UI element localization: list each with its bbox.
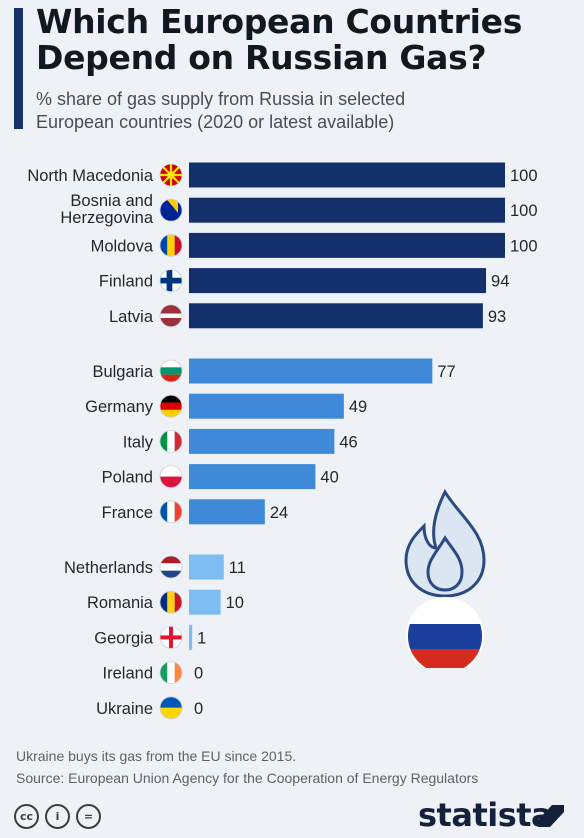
value-label: 100: [510, 202, 538, 220]
value-label: 11: [229, 559, 246, 577]
bosnia-flag-icon: [159, 198, 183, 222]
value-label: 93: [488, 308, 506, 326]
bar-georgia: [189, 624, 193, 650]
country-label: North Macedonia: [27, 167, 153, 185]
value-label: 49: [349, 398, 367, 416]
moldova-flag-icon: [159, 234, 183, 257]
statista-logo[interactable]: statista: [418, 796, 553, 834]
bar-romania: [189, 589, 221, 615]
value-label: 94: [491, 273, 509, 291]
title-accent-bar: [14, 8, 23, 129]
country-label: Bosnia and Herzegovina: [60, 192, 153, 227]
bar-bulgaria: [189, 358, 433, 384]
bar-finland: [189, 268, 487, 294]
value-label: 100: [510, 237, 538, 255]
value-label: 40: [320, 469, 338, 487]
country-label: Poland: [102, 469, 153, 487]
no-derivatives-icon[interactable]: =: [76, 804, 101, 829]
bar-france: [189, 499, 265, 525]
north-macedonia-flag-icon: [159, 163, 183, 187]
italy-flag-icon: [159, 429, 183, 453]
value-label: 10: [226, 594, 244, 612]
source-note: Source: European Union Agency for the Co…: [16, 770, 479, 786]
bar-germany: [189, 393, 344, 419]
value-label: 0: [194, 665, 203, 683]
chart-title: Which European Countries Depend on Russi…: [36, 2, 523, 77]
statista-logo-mark-icon: [538, 805, 564, 827]
bar-netherlands: [189, 554, 224, 580]
creative-commons-icon[interactable]: cc: [14, 804, 39, 829]
georgia-flag-icon: [159, 625, 183, 649]
bar-north-macedonia: [189, 162, 505, 188]
bar-italy: [189, 428, 335, 454]
bar-poland: [189, 464, 316, 490]
value-label: 1: [197, 629, 206, 647]
country-label: Romania: [87, 594, 154, 612]
country-label: Latvia: [109, 308, 154, 326]
chart-subtitle: % share of gas supply from Russia in sel…: [36, 89, 406, 132]
country-label: Ireland: [103, 665, 153, 683]
country-label: Georgia: [94, 629, 154, 647]
country-label: Ukraine: [96, 700, 153, 718]
gas-flame-russia-flag-illustration: [404, 488, 486, 668]
value-label: 46: [339, 433, 357, 451]
bulgaria-flag-icon: [159, 359, 183, 383]
value-label: 100: [510, 167, 538, 185]
value-label: 24: [270, 504, 288, 522]
poland-flag-icon: [159, 465, 183, 489]
bar-bosnia: [189, 197, 505, 223]
country-label: Finland: [99, 273, 153, 291]
ukraine-flag-icon: [159, 696, 183, 720]
ireland-flag-icon: [159, 661, 183, 684]
country-label: Italy: [123, 433, 154, 451]
finland-flag-icon: [159, 269, 183, 293]
attribution-icon[interactable]: i: [45, 804, 70, 829]
country-label: Germany: [85, 398, 154, 416]
footnote: Ukraine buys its gas from the EU since 2…: [16, 748, 297, 764]
bar-moldova: [189, 232, 505, 258]
license-icons: cc i =: [14, 804, 101, 829]
netherlands-flag-icon: [159, 555, 183, 579]
country-label: Netherlands: [64, 559, 153, 577]
france-flag-icon: [159, 500, 183, 524]
country-label: Moldova: [91, 237, 154, 255]
bar-latvia: [189, 303, 483, 329]
romania-flag-icon: [159, 590, 183, 614]
country-label: Bulgaria: [92, 363, 153, 381]
germany-flag-icon: [159, 394, 183, 418]
country-label: France: [102, 504, 153, 522]
latvia-flag-icon: [159, 304, 183, 328]
value-label: 0: [194, 700, 203, 718]
value-label: 77: [437, 363, 455, 381]
